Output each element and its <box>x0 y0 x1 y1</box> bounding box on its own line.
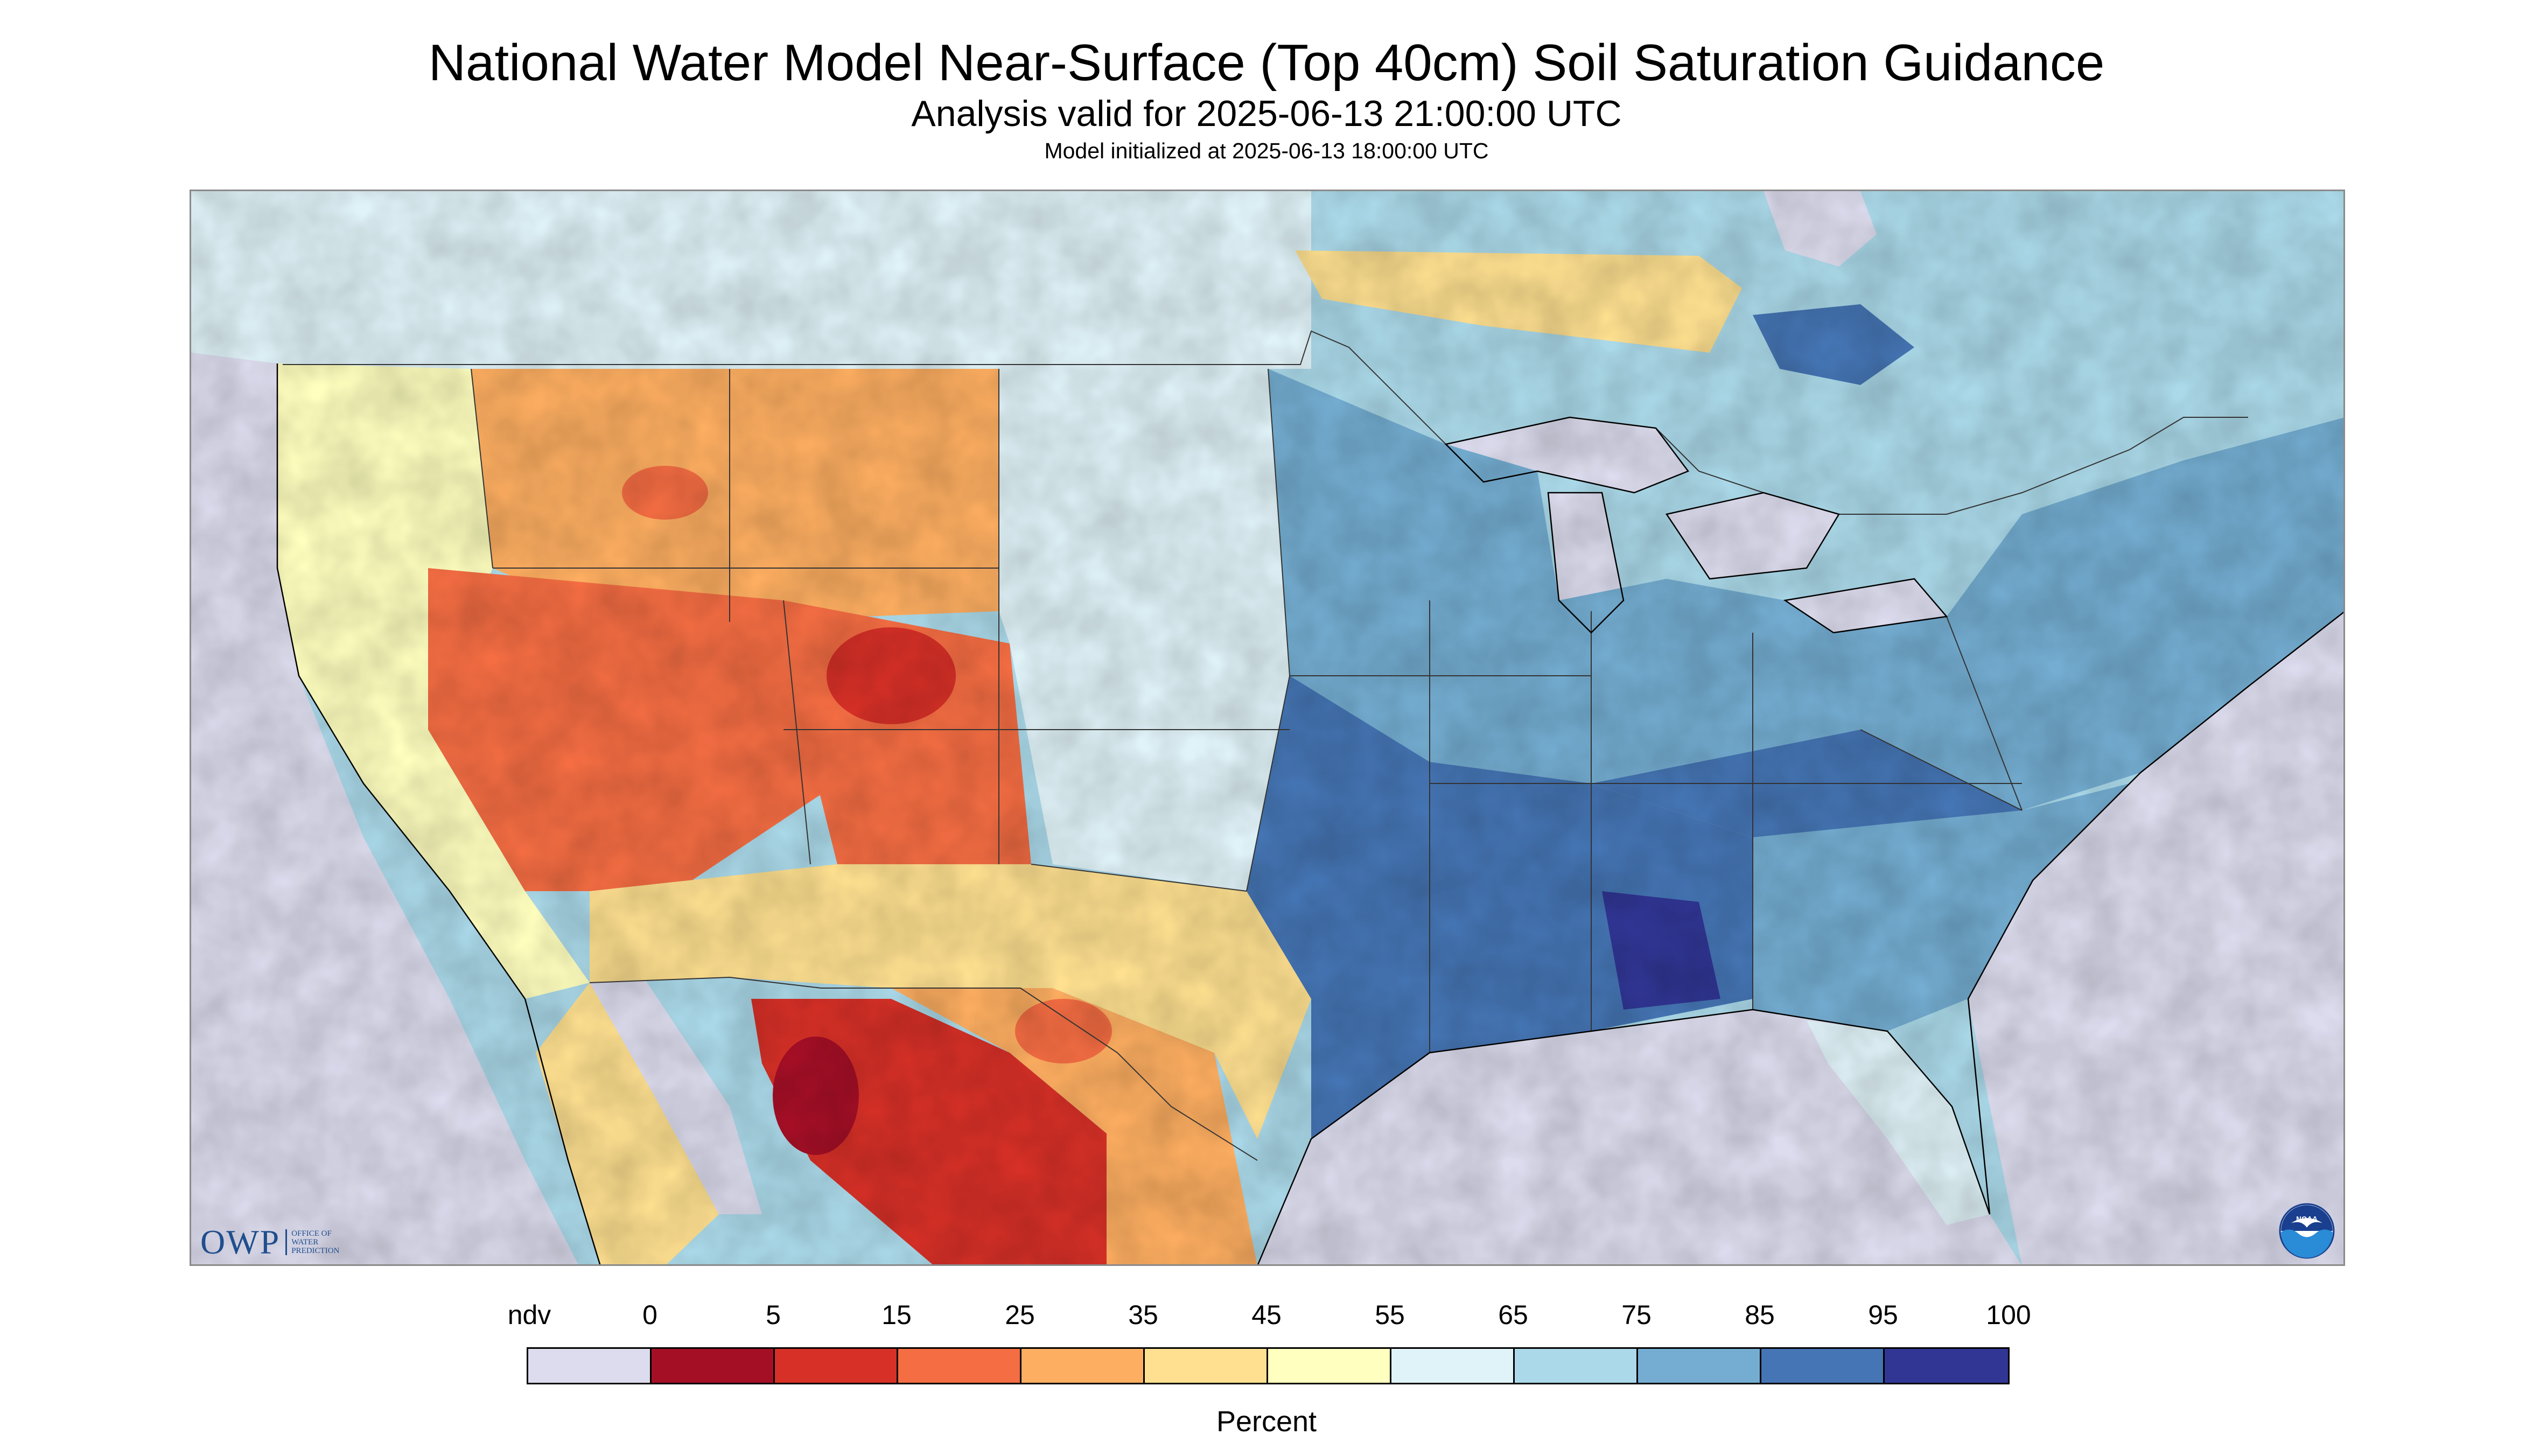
chart-subtitle: Analysis valid for 2025-06-13 21:00:00 U… <box>911 93 1622 134</box>
legend-swatch <box>528 1349 652 1383</box>
legend-label: ndv <box>507 1300 551 1330</box>
legend-label: 0 <box>642 1300 657 1330</box>
texture-overlay <box>191 191 2343 1264</box>
legend-swatch <box>1638 1349 1761 1383</box>
owp-logo-line-1: OFFICE OF <box>291 1229 332 1238</box>
owp-logo-text: OFFICE OF WATER PREDICTION <box>285 1229 339 1255</box>
legend-label: 35 <box>1128 1300 1158 1330</box>
legend-swatch <box>1391 1349 1515 1383</box>
gulf-coastline <box>1257 1009 1991 1264</box>
legend-swatch <box>898 1349 1021 1383</box>
owp-logo-mark: OWP <box>200 1223 281 1261</box>
map-panel <box>190 190 2345 1266</box>
legend-colorbar <box>527 1347 2010 1384</box>
legend-label: 65 <box>1498 1300 1528 1330</box>
great-lakes-shoreline <box>1444 416 1948 634</box>
legend-label: 100 <box>1986 1300 2031 1330</box>
owp-logo-line-2: WATER <box>291 1238 319 1247</box>
us-canada-border <box>283 330 2248 515</box>
legend-label: 45 <box>1251 1300 1282 1330</box>
legend-swatch <box>1268 1349 1391 1383</box>
legend-swatch <box>652 1349 775 1383</box>
noaa-logo-text: NOAA <box>2296 1215 2318 1223</box>
chart-title: National Water Model Near-Surface (Top 4… <box>428 34 2105 92</box>
boundary-lines <box>283 330 2248 1161</box>
legend-label: 95 <box>1868 1300 1898 1330</box>
model-init-text: Model initialized at 2025-06-13 18:00:00… <box>1044 138 1489 163</box>
legend-swatch <box>1885 1349 2008 1383</box>
owp-logo-line-3: PREDICTION <box>291 1247 340 1255</box>
state-lines <box>471 368 2023 1053</box>
legend-label: 15 <box>881 1300 912 1330</box>
legend-label: 75 <box>1621 1300 1652 1330</box>
legend-label: 85 <box>1745 1300 1775 1330</box>
legend-label: 25 <box>1005 1300 1035 1330</box>
coastlines <box>276 363 2343 1264</box>
legend-swatch <box>1515 1349 1638 1383</box>
atlantic-coastline <box>1967 611 2343 1215</box>
owp-logo: OWP OFFICE OF WATER PREDICTION <box>200 1222 339 1262</box>
legend-label: 5 <box>766 1300 781 1330</box>
west-coastline <box>276 363 601 1264</box>
legend-unit-label: Percent <box>1216 1405 1317 1438</box>
legend-label: 55 <box>1375 1300 1405 1330</box>
legend-swatch <box>1021 1349 1145 1383</box>
legend-swatch <box>1761 1349 1885 1383</box>
legend-swatch <box>775 1349 898 1383</box>
legend-swatch <box>1145 1349 1268 1383</box>
us-mexico-border <box>589 976 1258 1161</box>
legend-labels: ndv 0 5 15 25 35 45 55 65 75 85 95 100 <box>0 1299 2533 1331</box>
noaa-logo-icon: NOAA <box>2279 1203 2335 1259</box>
soil-saturation-map <box>191 191 2343 1264</box>
